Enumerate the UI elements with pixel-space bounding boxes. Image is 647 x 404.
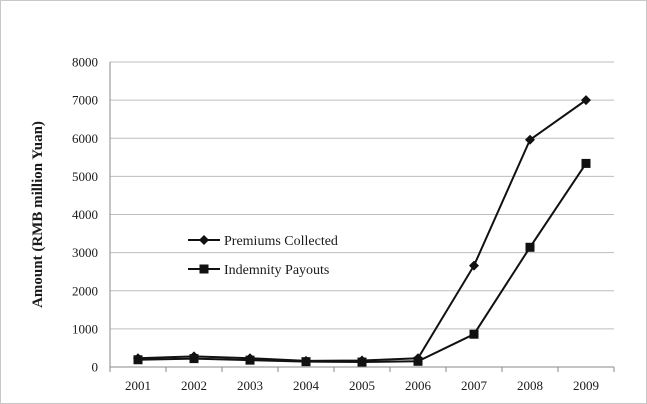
- y-tick-label: 4000: [72, 207, 98, 222]
- diamond-marker: [525, 134, 535, 145]
- y-tick-label: 7000: [72, 93, 98, 108]
- square-marker: [301, 357, 311, 367]
- square-marker: [245, 355, 255, 365]
- legend-item: Indemnity Payouts: [188, 263, 329, 278]
- y-tick-label: 5000: [72, 169, 98, 184]
- legend-item: Premiums Collected: [188, 234, 338, 249]
- x-tick-label: 2003: [237, 378, 263, 393]
- y-tick-label: 0: [92, 360, 99, 375]
- legend-label: Premiums Collected: [224, 234, 338, 249]
- x-tick-label: 2006: [405, 378, 432, 393]
- y-tick-label: 2000: [72, 283, 98, 298]
- x-tick-label: 2007: [461, 378, 488, 393]
- diamond-marker: [581, 95, 591, 106]
- legend-square-marker: [199, 264, 209, 274]
- x-tick-label: 2009: [573, 378, 599, 393]
- y-tick-label: 3000: [72, 245, 98, 260]
- y-tick-label: 1000: [72, 321, 98, 336]
- x-tick-label: 2001: [125, 378, 151, 393]
- x-tick-label: 2008: [517, 378, 543, 393]
- diamond-marker: [469, 260, 479, 271]
- y-tick-label: 8000: [72, 55, 98, 70]
- x-tick-label: 2002: [181, 378, 207, 393]
- legend: Premiums Collected Indemnity Payouts: [188, 234, 338, 278]
- square-marker: [581, 158, 591, 168]
- legend-label: Indemnity Payouts: [224, 263, 329, 278]
- y-tick-labels: 0 1000 2000 3000 4000 5000 6000 7000 8000: [72, 55, 98, 375]
- square-marker: [525, 242, 535, 252]
- square-marker: [357, 357, 367, 367]
- x-tick-label: 2004: [293, 378, 320, 393]
- square-marker: [133, 355, 143, 365]
- square-marker: [189, 354, 199, 364]
- legend-diamond-marker: [199, 235, 209, 245]
- square-marker: [413, 356, 423, 366]
- square-marker: [469, 329, 479, 339]
- y-tick-label: 6000: [72, 131, 98, 146]
- series-layer: [133, 95, 591, 367]
- x-tick-labels: 2001 2002 2003 2004 2005 2006 2007 2008 2009: [125, 378, 599, 393]
- x-tick-label: 2005: [349, 378, 375, 393]
- series-2: [133, 158, 591, 367]
- y-axis-title: Amount (RMB million Yuan): [30, 121, 46, 308]
- axes: [109, 62, 615, 372]
